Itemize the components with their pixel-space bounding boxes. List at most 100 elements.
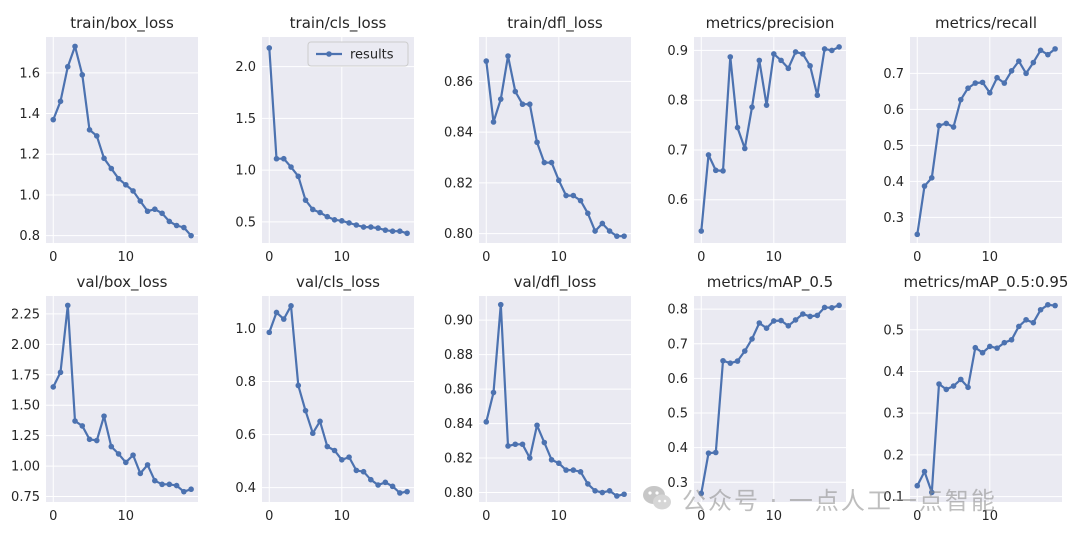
- data-point: [749, 336, 755, 342]
- data-point: [273, 309, 280, 316]
- y-tick-label: 1.0: [19, 188, 40, 203]
- data-point: [814, 312, 821, 319]
- data-point: [800, 311, 806, 317]
- y-tick-label: 0.82: [444, 452, 473, 467]
- data-point: [606, 228, 613, 234]
- data-point: [994, 74, 1000, 81]
- x-tick-label: 0: [49, 250, 57, 265]
- data-point: [741, 348, 748, 354]
- data-point: [556, 177, 562, 184]
- data-point: [375, 482, 381, 488]
- data-point: [778, 317, 784, 324]
- data-point: [614, 493, 620, 499]
- data-point: [720, 357, 726, 364]
- subplot-6: 0.75 1.00 1.25 1.50 1.75 2.00 2.25 0 10 val/box_l…: [11, 273, 198, 524]
- data-point: [987, 90, 993, 96]
- x-tick-label: 0: [697, 509, 705, 524]
- data-point: [382, 227, 389, 233]
- data-point: [807, 63, 813, 69]
- y-tick-label: 0.5: [883, 139, 904, 154]
- data-point: [727, 54, 734, 60]
- plot-area: [910, 296, 1062, 502]
- data-point: [771, 318, 777, 324]
- x-tick-label: 0: [697, 250, 705, 265]
- data-point: [181, 224, 187, 231]
- y-tick-label: 0.6: [667, 193, 688, 208]
- plot-area: [262, 296, 414, 502]
- subplot-title: metrics/recall: [935, 14, 1037, 32]
- y-tick-label: 1.0: [235, 322, 256, 337]
- data-point: [1037, 47, 1044, 54]
- data-point: [519, 101, 526, 108]
- data-point: [592, 487, 598, 494]
- data-point: [821, 46, 828, 52]
- x-tick-label: 0: [482, 250, 490, 265]
- subplot-9: 0.3 0.4 0.5 0.6 0.7 0.8 0 10 metrics/mAP_0.5: [667, 273, 846, 524]
- data-point: [404, 230, 410, 237]
- data-point: [295, 173, 302, 180]
- data-point: [339, 456, 345, 463]
- data-point: [577, 197, 584, 204]
- data-point: [130, 188, 136, 194]
- data-point: [756, 320, 763, 326]
- y-tick-label: 1.2: [19, 148, 40, 163]
- data-point: [72, 43, 78, 50]
- data-point: [93, 437, 100, 444]
- data-point: [505, 53, 511, 59]
- data-point: [375, 225, 381, 231]
- y-tick-label: 0.7: [667, 143, 688, 158]
- data-point: [115, 451, 122, 457]
- subplot-8: 0.80 0.82 0.84 0.86 0.88 0.90 0 10 val/dfl_loss: [444, 273, 631, 524]
- data-point: [763, 325, 770, 331]
- plot-area: [46, 296, 198, 502]
- y-tick-label: 0.4: [883, 365, 904, 380]
- data-point: [152, 477, 158, 484]
- y-tick-label: 0.82: [444, 176, 473, 191]
- data-point: [563, 192, 569, 199]
- data-point: [397, 490, 403, 496]
- data-point: [108, 165, 115, 172]
- plot-area: [910, 37, 1062, 243]
- data-point: [1052, 302, 1058, 309]
- data-point: [324, 443, 331, 450]
- data-point: [526, 101, 533, 108]
- data-point: [93, 133, 100, 139]
- data-point: [792, 317, 799, 323]
- data-point: [705, 152, 712, 158]
- data-point: [144, 462, 151, 468]
- data-point: [1001, 339, 1008, 346]
- data-point: [705, 450, 712, 456]
- data-point: [123, 181, 129, 188]
- subplot-7: 0.4 0.6 0.8 1.0 0 10 val/cls_loss: [235, 273, 414, 524]
- plot-area: [694, 37, 846, 243]
- data-point: [483, 58, 490, 64]
- data-point: [288, 164, 294, 170]
- subplot-title: metrics/mAP_0.5:0.95: [904, 273, 1069, 292]
- plot-area: [479, 37, 631, 243]
- data-point: [64, 302, 71, 309]
- data-point: [592, 228, 598, 234]
- data-point: [152, 206, 158, 213]
- data-point: [570, 192, 577, 199]
- data-point: [50, 384, 57, 390]
- data-point: [57, 98, 64, 105]
- data-point: [800, 51, 806, 57]
- data-point: [585, 481, 591, 487]
- data-point: [979, 349, 986, 356]
- data-point: [606, 487, 613, 494]
- data-point: [957, 96, 964, 103]
- subplot-title: val/dfl_loss: [514, 273, 597, 292]
- subplot-5: 0.3 0.4 0.5 0.6 0.7 0 10 metrics/recall: [883, 14, 1062, 265]
- data-point: [360, 224, 367, 230]
- y-tick-label: 0.4: [667, 441, 688, 456]
- data-point: [621, 233, 627, 239]
- x-tick-label: 0: [482, 509, 490, 524]
- data-point: [79, 423, 86, 429]
- data-point: [317, 209, 323, 216]
- data-point: [749, 104, 755, 110]
- data-point: [928, 175, 935, 181]
- legend-label: results: [350, 48, 394, 63]
- data-point: [621, 491, 627, 498]
- y-tick-label: 2.00: [11, 338, 40, 353]
